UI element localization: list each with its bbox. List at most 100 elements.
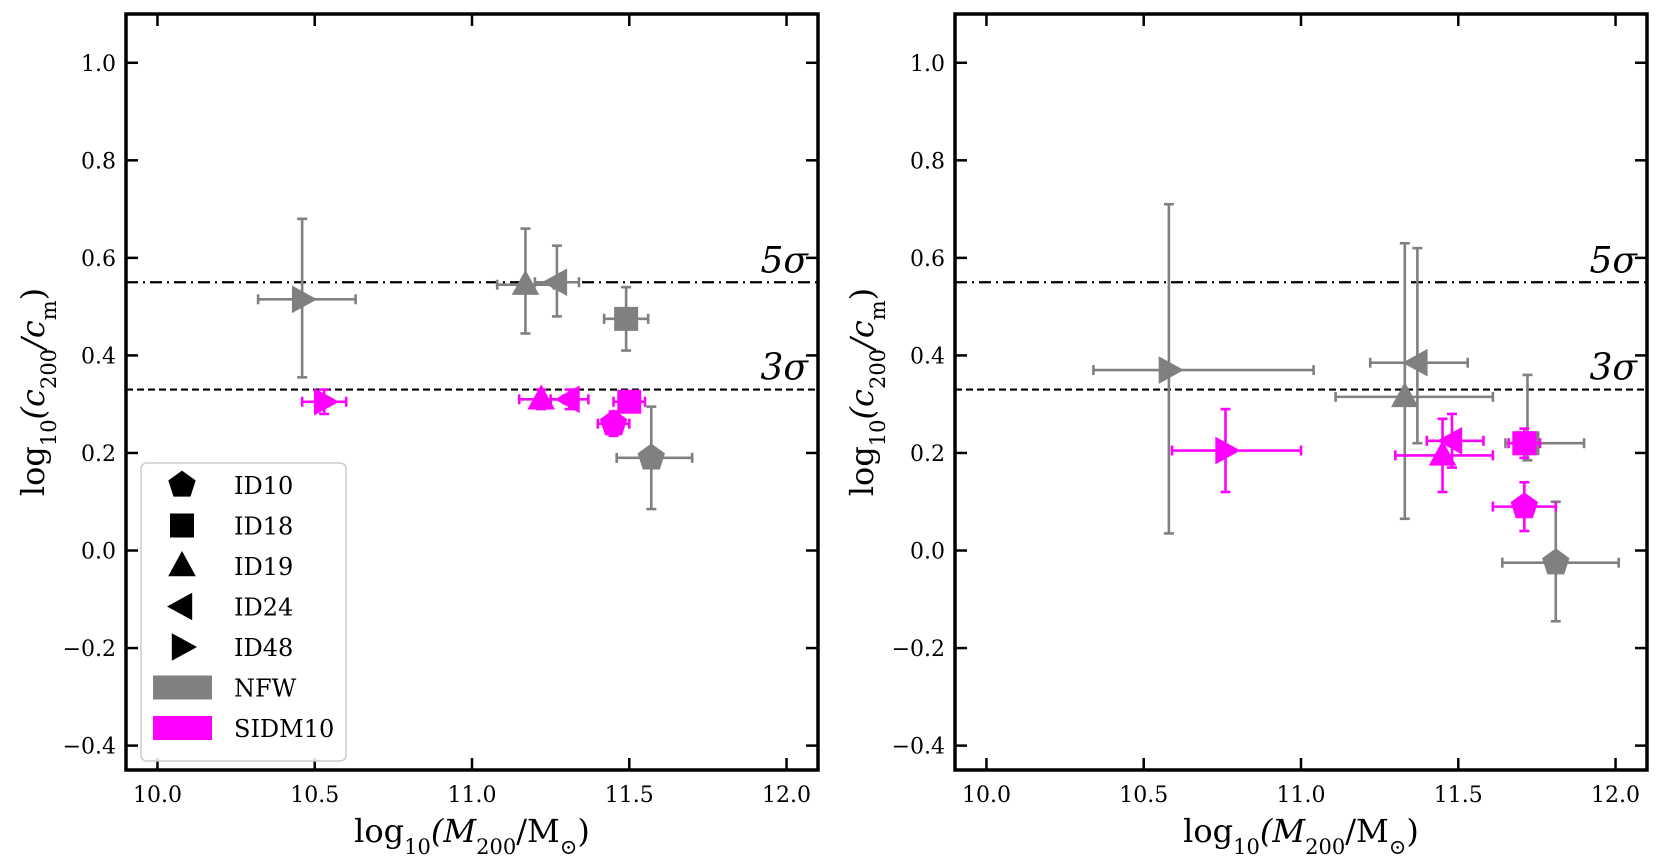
y-tick-label: −0.2 bbox=[63, 637, 116, 662]
y-tick-label: 0.2 bbox=[910, 442, 945, 467]
y-tick-label: 0.4 bbox=[81, 344, 116, 369]
x-label-m: (M bbox=[1260, 812, 1306, 850]
sidm10-id18-marker bbox=[1512, 431, 1537, 456]
y-tick-label: 0.4 bbox=[910, 344, 945, 369]
x-label-sun: ⊙ bbox=[560, 835, 578, 859]
y-label-m: m bbox=[866, 300, 890, 320]
x-label-200: 200 bbox=[1305, 835, 1345, 859]
sidm10-id24-marker bbox=[1436, 426, 1463, 455]
y-label-log: log bbox=[14, 446, 52, 496]
plot-frame bbox=[953, 12, 1649, 772]
y-tick-label: 0.6 bbox=[81, 247, 116, 272]
y-label-sub: 10 bbox=[37, 419, 61, 446]
y-tick-label: 0.8 bbox=[910, 149, 945, 174]
y-label-cm: /c bbox=[14, 320, 52, 352]
x-tick-label: 10.0 bbox=[962, 783, 1011, 808]
y-label-sub: 10 bbox=[866, 419, 890, 446]
sidm10-id10-marker bbox=[599, 409, 628, 436]
sidm10-id10-marker bbox=[1510, 492, 1539, 519]
x-tick-label: 11.5 bbox=[1434, 783, 1483, 808]
left-panel: 10.0 10.5 11.0 11.5 12.0 1.0 0.8 0.6 0.4 0.2 0.0 −0… bbox=[14, 12, 820, 859]
legend-id10-marker bbox=[168, 470, 196, 497]
nfw-id10-marker bbox=[1542, 548, 1570, 575]
three-sigma-label: 3σ bbox=[1590, 348, 1639, 389]
y-tick-label: 1.0 bbox=[81, 52, 116, 77]
y-tick-label: −0.2 bbox=[892, 637, 945, 662]
sidm10-id18-marker bbox=[617, 389, 642, 414]
y-tick-label: 1.0 bbox=[910, 52, 945, 77]
x-label-log: log bbox=[1183, 812, 1233, 850]
y-label-close: ) bbox=[843, 288, 881, 300]
right-panel: 10.0 10.5 11.0 11.5 12.0 1.0 0.8 0.6 0.4 0.2 0.0 −0… bbox=[843, 12, 1649, 859]
sidm10-id19-marker bbox=[1428, 440, 1457, 466]
x-label-sub: 10 bbox=[404, 835, 431, 859]
five-sigma-label: 5σ bbox=[1590, 240, 1639, 281]
y-label-200: 200 bbox=[37, 349, 61, 389]
y-label-log: log bbox=[843, 446, 881, 496]
y-label-c: (c bbox=[14, 389, 52, 419]
x-tick-label: 11.0 bbox=[448, 783, 497, 808]
x-tick-label: 10.5 bbox=[290, 783, 339, 808]
x-label-msun: /M bbox=[1345, 812, 1389, 850]
nfw-id24-marker bbox=[1402, 348, 1428, 377]
nfw-id19-marker bbox=[511, 269, 540, 295]
x-label-close: ) bbox=[577, 812, 589, 850]
x-label-200: 200 bbox=[476, 835, 516, 859]
sidm10-id48-marker bbox=[313, 387, 340, 416]
y-label-close: ) bbox=[14, 288, 52, 300]
three-sigma-label: 3σ bbox=[761, 348, 810, 389]
legend-nfw-label: NFW bbox=[234, 675, 297, 703]
legend-nfw-swatch bbox=[153, 675, 212, 700]
y-axis-label: log10(c200/cm) bbox=[14, 288, 61, 496]
y-axis-label: log10(c200/cm) bbox=[843, 288, 890, 496]
x-tick-label: 12.0 bbox=[762, 783, 811, 808]
y-tick-label: 0.8 bbox=[81, 149, 116, 174]
x-label-sub: 10 bbox=[1233, 835, 1260, 859]
nfw-id19-marker bbox=[1391, 381, 1419, 408]
legend-id19-marker bbox=[168, 551, 196, 577]
x-tick-label: 11.0 bbox=[1277, 783, 1326, 808]
legend-id24-label: ID24 bbox=[234, 594, 293, 622]
y-label-m: m bbox=[37, 300, 61, 320]
legend-id18-marker bbox=[170, 513, 194, 538]
legend-id48-label: ID48 bbox=[234, 634, 293, 662]
legend-id18-label: ID18 bbox=[234, 513, 293, 541]
x-label-sun: ⊙ bbox=[1389, 835, 1407, 859]
x-label-msun: /M bbox=[516, 812, 560, 850]
x-tick-label: 11.5 bbox=[605, 783, 654, 808]
legend-id48-marker bbox=[171, 633, 197, 661]
y-tick-label: 0.6 bbox=[910, 247, 945, 272]
legend-sidm10-label: SIDM10 bbox=[234, 715, 334, 743]
x-tick-label: 12.0 bbox=[1591, 783, 1640, 808]
y-tick-label: 0.0 bbox=[81, 540, 116, 565]
x-label-close: ) bbox=[1406, 812, 1418, 850]
five-sigma-label: 5σ bbox=[761, 240, 810, 281]
y-tick-label: −0.4 bbox=[63, 735, 116, 760]
x-tick-label: 10.0 bbox=[133, 783, 182, 808]
sidm10-id19-marker bbox=[527, 384, 555, 410]
y-tick-label: 0.2 bbox=[81, 442, 116, 467]
legend-sidm10-swatch bbox=[153, 716, 212, 740]
nfw-id48-marker bbox=[291, 285, 318, 314]
nfw-id10-marker bbox=[637, 443, 665, 470]
legend-id24-marker bbox=[167, 592, 193, 621]
y-tick-label: 0.0 bbox=[910, 540, 945, 565]
y-label-200: 200 bbox=[866, 349, 890, 389]
legend-id10-label: ID10 bbox=[234, 472, 293, 500]
nfw-id48-marker bbox=[1158, 356, 1184, 384]
nfw-id18-marker bbox=[614, 306, 639, 331]
plot-frame bbox=[124, 12, 820, 772]
x-axis-label: log10(M200/M⊙) bbox=[354, 812, 590, 859]
y-tick-label: −0.4 bbox=[892, 735, 945, 760]
x-label-m: (M bbox=[431, 812, 477, 850]
sidm10-id48-marker bbox=[1215, 436, 1241, 465]
sidm10-id24-marker bbox=[554, 385, 580, 414]
legend-id19-label: ID19 bbox=[234, 553, 293, 581]
y-label-cm: /c bbox=[843, 320, 881, 352]
x-tick-label: 10.5 bbox=[1119, 783, 1168, 808]
nfw-id24-marker bbox=[541, 268, 568, 297]
x-label-log: log bbox=[354, 812, 404, 850]
y-label-c: (c bbox=[843, 389, 881, 419]
x-axis-label: log10(M200/M⊙) bbox=[1183, 812, 1419, 859]
